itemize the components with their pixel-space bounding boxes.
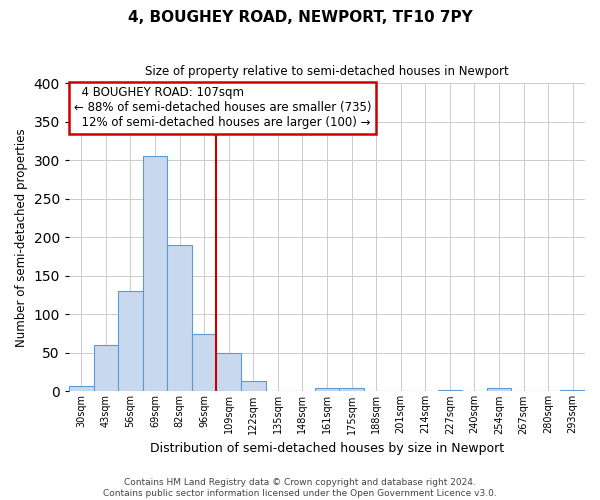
Y-axis label: Number of semi-detached properties: Number of semi-detached properties xyxy=(15,128,28,346)
Bar xyxy=(118,290,143,392)
Bar xyxy=(437,390,462,392)
Bar xyxy=(241,382,266,392)
Text: Contains HM Land Registry data © Crown copyright and database right 2024.
Contai: Contains HM Land Registry data © Crown c… xyxy=(103,478,497,498)
Bar xyxy=(339,388,364,392)
X-axis label: Distribution of semi-detached houses by size in Newport: Distribution of semi-detached houses by … xyxy=(150,442,504,455)
Bar xyxy=(560,390,585,392)
Bar xyxy=(94,345,118,392)
Text: 4, BOUGHEY ROAD, NEWPORT, TF10 7PY: 4, BOUGHEY ROAD, NEWPORT, TF10 7PY xyxy=(128,10,472,25)
Bar xyxy=(217,353,241,392)
Bar xyxy=(487,388,511,392)
Bar xyxy=(69,386,94,392)
Bar xyxy=(314,388,339,392)
Bar xyxy=(143,156,167,392)
Title: Size of property relative to semi-detached houses in Newport: Size of property relative to semi-detach… xyxy=(145,65,509,78)
Bar xyxy=(192,334,217,392)
Bar xyxy=(167,245,192,392)
Text: 4 BOUGHEY ROAD: 107sqm
← 88% of semi-detached houses are smaller (735)
  12% of : 4 BOUGHEY ROAD: 107sqm ← 88% of semi-det… xyxy=(74,86,371,130)
